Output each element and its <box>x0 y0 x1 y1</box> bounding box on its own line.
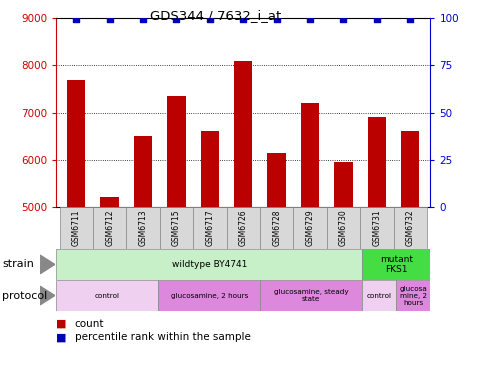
Polygon shape <box>40 286 55 305</box>
Text: GDS344 / 7632_i_at: GDS344 / 7632_i_at <box>149 9 280 22</box>
Bar <box>158 280 260 311</box>
Text: GSM6731: GSM6731 <box>372 209 381 246</box>
Text: count: count <box>75 319 104 329</box>
Bar <box>293 207 326 249</box>
Point <box>239 16 246 22</box>
Point <box>339 16 346 22</box>
Text: GSM6712: GSM6712 <box>105 210 114 246</box>
Text: GSM6730: GSM6730 <box>338 209 347 246</box>
Point <box>272 16 280 22</box>
Text: control: control <box>366 292 391 299</box>
Point <box>172 16 180 22</box>
Bar <box>200 131 219 207</box>
Point <box>372 16 380 22</box>
Text: wildtype BY4741: wildtype BY4741 <box>171 260 246 269</box>
Bar <box>93 207 126 249</box>
Text: GSM6711: GSM6711 <box>72 210 81 246</box>
Point <box>406 16 413 22</box>
Point <box>305 16 313 22</box>
Bar <box>193 207 226 249</box>
Text: protocol: protocol <box>2 291 48 300</box>
Text: glucosamine, 2 hours: glucosamine, 2 hours <box>170 292 247 299</box>
Text: GSM6715: GSM6715 <box>172 209 181 246</box>
Bar <box>362 249 429 280</box>
Text: control: control <box>95 292 120 299</box>
Bar <box>267 153 285 207</box>
Text: GSM6726: GSM6726 <box>238 209 247 246</box>
Bar <box>395 280 429 311</box>
Text: GSM6717: GSM6717 <box>205 209 214 246</box>
Bar <box>234 61 252 207</box>
Bar <box>334 162 352 207</box>
Bar <box>393 207 426 249</box>
Bar <box>226 207 260 249</box>
Text: GSM6732: GSM6732 <box>405 209 414 246</box>
Bar <box>134 136 152 207</box>
Bar <box>160 207 193 249</box>
Bar <box>326 207 360 249</box>
Text: ■: ■ <box>56 319 66 329</box>
Bar <box>126 207 160 249</box>
Point <box>105 16 113 22</box>
Polygon shape <box>40 255 55 274</box>
Bar <box>400 131 419 207</box>
Text: ■: ■ <box>56 332 66 343</box>
Text: mutant
FKS1: mutant FKS1 <box>379 255 412 274</box>
Text: GSM6729: GSM6729 <box>305 209 314 246</box>
Bar <box>362 280 395 311</box>
Bar <box>260 207 293 249</box>
Bar <box>56 249 362 280</box>
Point <box>205 16 213 22</box>
Bar <box>101 197 119 207</box>
Point <box>72 16 80 22</box>
Point <box>139 16 147 22</box>
Bar <box>360 207 393 249</box>
Bar <box>367 117 385 207</box>
Bar <box>60 207 93 249</box>
Text: strain: strain <box>2 259 34 269</box>
Bar <box>167 96 185 207</box>
Bar <box>300 103 319 207</box>
Text: GSM6728: GSM6728 <box>272 210 281 246</box>
Text: percentile rank within the sample: percentile rank within the sample <box>75 332 250 343</box>
Text: glucosa
mine, 2
hours: glucosa mine, 2 hours <box>399 285 427 306</box>
Bar <box>56 280 158 311</box>
Bar <box>260 280 362 311</box>
Bar <box>67 79 85 207</box>
Text: glucosamine, steady
state: glucosamine, steady state <box>273 289 348 302</box>
Text: GSM6713: GSM6713 <box>138 209 147 246</box>
